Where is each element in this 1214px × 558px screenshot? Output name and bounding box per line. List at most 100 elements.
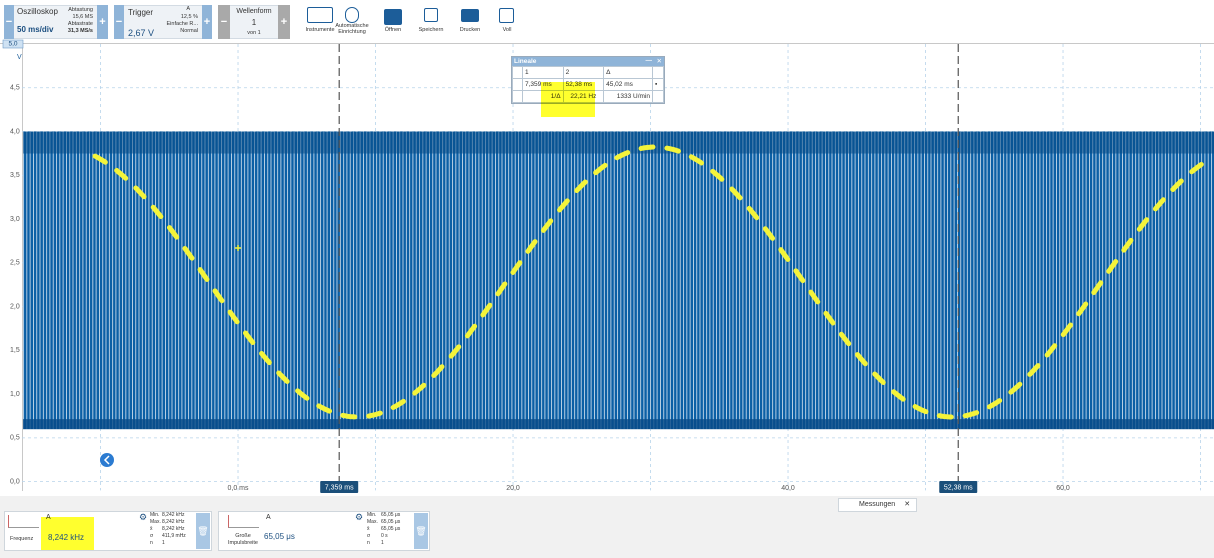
toolbar-button[interactable]: Drucken — [459, 27, 481, 33]
toolbar-button[interactable]: Automatische Einrichtung — [335, 23, 369, 35]
measurement-name: Frequenz — [10, 536, 34, 542]
stat-value: 8,242 kHz — [162, 526, 185, 532]
trigger-kind[interactable]: Einfache R... — [166, 21, 199, 27]
pretrigger[interactable]: 12,5 % — [180, 14, 198, 20]
save-icon[interactable] — [424, 8, 438, 22]
ruler-row: 1 2 Δ — [512, 66, 664, 79]
cell: 45,02 ms — [603, 78, 653, 91]
stat-value: 411,9 mHz — [162, 533, 186, 539]
scroll-button[interactable] — [100, 453, 114, 467]
y-tick-label: 2,0 — [10, 303, 20, 310]
cell — [652, 66, 664, 79]
y-tick-label: 3,0 — [10, 216, 20, 223]
ruler-label-box — [320, 481, 359, 493]
annotation-cross — [235, 245, 241, 251]
y-scale-box — [2, 39, 24, 49]
ruler-label-box — [939, 481, 978, 493]
stat-label: x̄ — [150, 526, 153, 532]
plus-button[interactable]: + — [202, 5, 212, 39]
ruler-table-header: Lineale — ✕ — [512, 57, 664, 66]
trigger-mode[interactable]: Normal — [180, 28, 198, 34]
measurement-value: 8,242 kHz — [48, 533, 85, 542]
annotation-sketch — [92, 144, 1214, 420]
y-tick-label: 4,5 — [10, 85, 20, 92]
stat-label: Min. — [150, 512, 160, 518]
cell — [512, 90, 523, 103]
stat-label: x̄ — [367, 526, 370, 532]
scope-chart: V 0,0 0,5 1,0 1,5 2,0 2,5 3,0 3,5 4,0 4,5 5,0 0,0 m… — [0, 39, 1214, 493]
channel: A — [266, 514, 271, 521]
toolbar-button[interactable]: Voll — [502, 27, 512, 33]
highlight — [41, 517, 94, 550]
full-icon[interactable] — [499, 8, 514, 23]
samples-label: Abtastung — [68, 7, 93, 13]
trigger-title: Trigger — [128, 8, 154, 17]
waveform-index[interactable]: 1 — [251, 18, 257, 27]
timebase[interactable]: 50 ms/div — [17, 25, 54, 34]
highlight — [541, 82, 595, 117]
auto-setup-icon[interactable] — [345, 7, 359, 23]
trigger-level[interactable]: 2,67 V — [128, 28, 155, 38]
settings-button[interactable]: ⚙ — [355, 512, 364, 522]
close-button[interactable]: ✕ — [904, 501, 911, 508]
waveform-title: Wellenform — [236, 8, 272, 15]
measurement-name: Große Impulsbreite — [228, 533, 258, 546]
close-button[interactable]: ✕ — [656, 58, 662, 65]
open-icon[interactable] — [384, 9, 402, 25]
trigger-channel[interactable]: A — [186, 6, 190, 12]
cell — [652, 90, 664, 103]
y-tick-label: 0,5 — [10, 435, 20, 442]
scroll-chevron — [103, 455, 110, 465]
waveform-count: von 1 — [247, 30, 261, 36]
scope-group — [4, 5, 108, 39]
stat-value: 65,05 μs — [381, 519, 401, 525]
x-tick-label: 0,0 ms — [228, 485, 250, 492]
signal-edge — [23, 131, 1214, 154]
stat-label: σ — [150, 533, 154, 539]
delete-button[interactable]: 🗑 — [196, 513, 210, 549]
minus-button[interactable]: − — [114, 5, 124, 39]
samples[interactable]: 15,6 MS — [72, 14, 93, 20]
stat-label: σ — [367, 533, 371, 539]
y-tick-label: 3,5 — [10, 172, 20, 179]
toolbar-button[interactable]: Öffnen — [384, 27, 402, 33]
y-tick-label: 1,0 — [10, 391, 20, 398]
delete-button[interactable]: 🗑 — [414, 513, 428, 549]
measurement-card[interactable] — [218, 511, 430, 551]
print-icon[interactable] — [461, 9, 479, 22]
x-tick-label: 40,0 — [781, 485, 795, 492]
ruler-label: 7,359 ms — [325, 484, 354, 491]
rate: 31,3 MS/s — [67, 28, 93, 34]
stat-label: Min. — [367, 512, 377, 518]
y-unit: V — [17, 54, 22, 61]
cell — [512, 66, 523, 79]
plus-button[interactable]: + — [278, 5, 290, 39]
instruments-icon[interactable] — [307, 7, 333, 23]
tab-label: Messungen — [859, 501, 896, 508]
measurement-value: 65,05 μs — [264, 532, 295, 541]
y-tick-label: 2,5 — [10, 260, 20, 267]
measurements-tab[interactable]: Messungen ✕ — [838, 498, 917, 512]
plus-button[interactable]: + — [97, 5, 108, 39]
minus-button[interactable]: − — [218, 5, 230, 39]
cell — [512, 78, 523, 91]
measurement-card[interactable] — [4, 511, 212, 551]
rate-label: Abtastrate — [67, 21, 93, 27]
stat-label: n — [367, 540, 370, 546]
y-tick-label: 4,0 — [10, 128, 20, 135]
stat-value: 1 — [162, 540, 165, 546]
stat-value: 1 — [381, 540, 384, 546]
cell: 2 — [562, 66, 605, 79]
y-tick-label: 1,5 — [10, 347, 20, 354]
waveform-icon — [228, 515, 259, 528]
cell: 1 — [522, 66, 564, 79]
stat-value: 8,242 kHz — [162, 512, 185, 518]
toolbar-button[interactable]: Speichern — [418, 27, 444, 33]
stat-value: 65,05 μs — [381, 526, 401, 532]
toolbar-button[interactable]: Instrumente — [305, 27, 335, 33]
lock-icon[interactable]: ▪ — [652, 78, 664, 91]
minus-button[interactable]: − — [4, 5, 14, 39]
settings-button[interactable]: ⚙ — [139, 512, 148, 522]
minimize-button[interactable]: — — [645, 57, 653, 64]
waveform-icon — [8, 515, 39, 528]
